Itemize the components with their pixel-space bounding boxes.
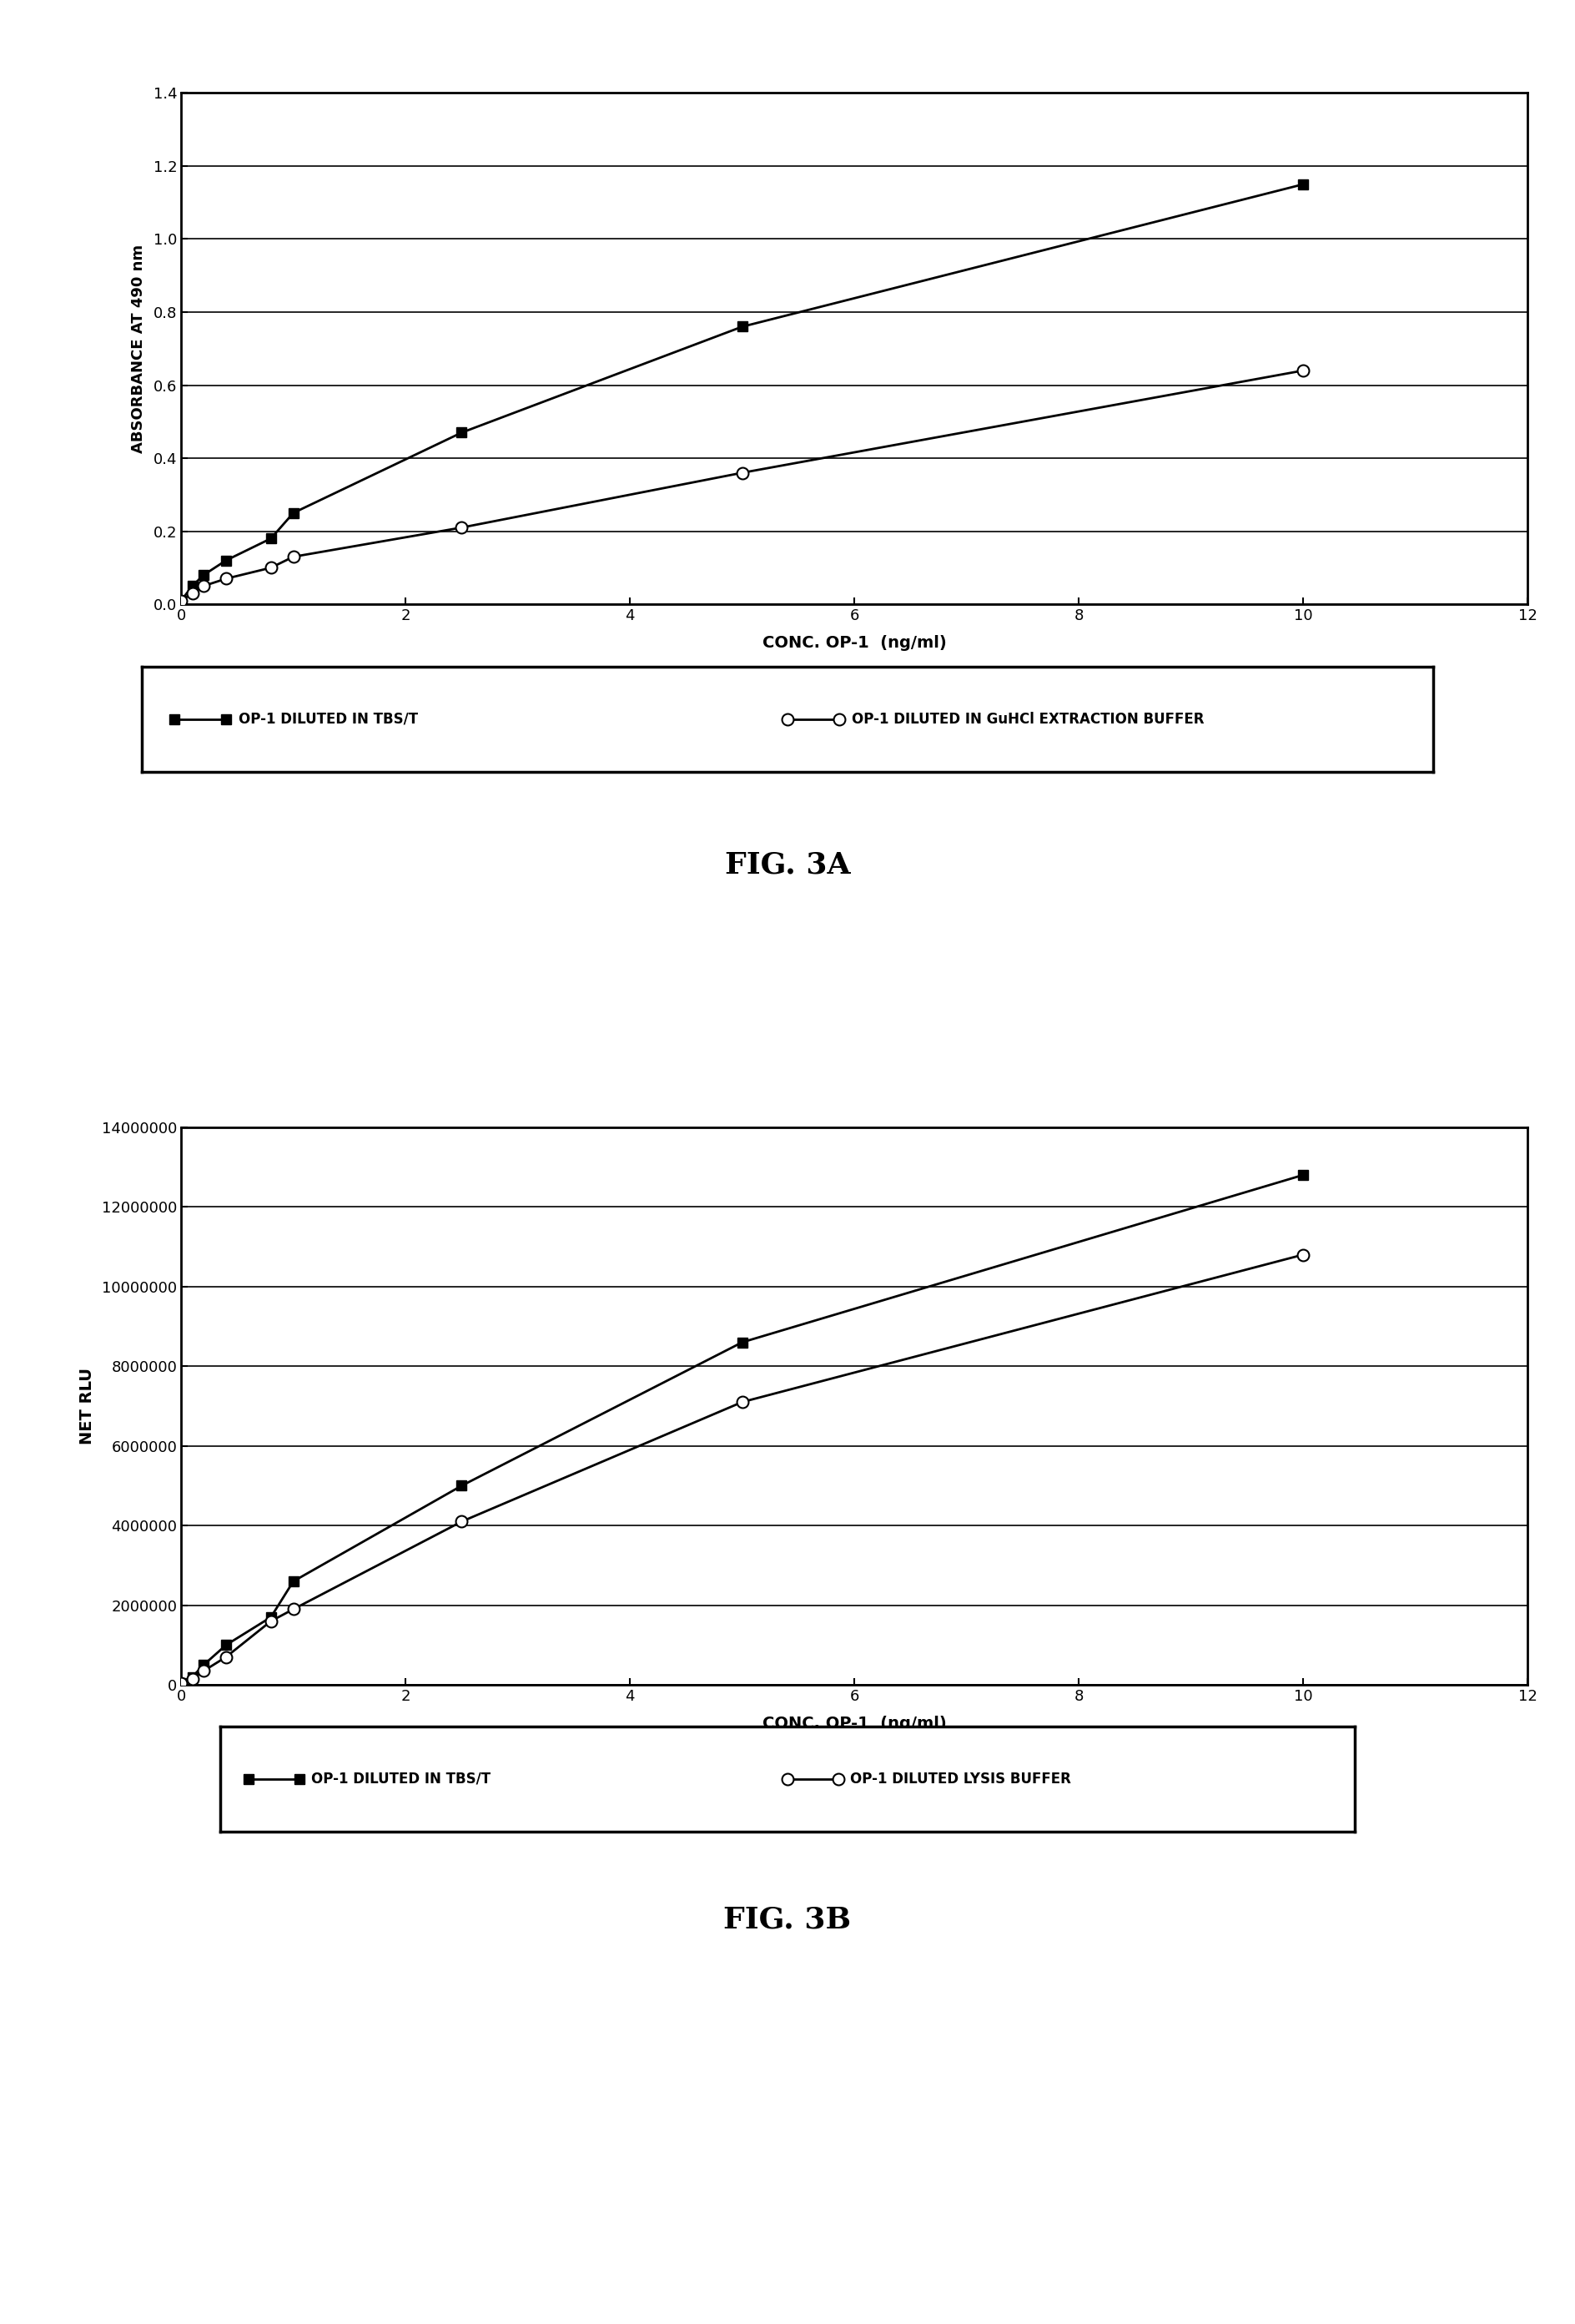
X-axis label: CONC. OP-1  (ng/ml): CONC. OP-1 (ng/ml): [762, 634, 947, 651]
Y-axis label: ABSORBANCE AT 490 nm: ABSORBANCE AT 490 nm: [131, 244, 146, 453]
Text: FIG. 3A: FIG. 3A: [724, 851, 850, 878]
Y-axis label: NET RLU: NET RLU: [79, 1367, 94, 1446]
Text: OP-1 DILUTED IN TBS/T: OP-1 DILUTED IN TBS/T: [312, 1771, 491, 1787]
X-axis label: CONC. OP-1  (ng/ml): CONC. OP-1 (ng/ml): [762, 1715, 947, 1731]
Text: OP-1 DILUTED LYSIS BUFFER: OP-1 DILUTED LYSIS BUFFER: [850, 1771, 1071, 1787]
Text: FIG. 3B: FIG. 3B: [723, 1906, 852, 1934]
Text: OP-1 DILUTED IN GuHCl EXTRACTION BUFFER: OP-1 DILUTED IN GuHCl EXTRACTION BUFFER: [852, 711, 1205, 727]
Text: OP-1 DILUTED IN TBS/T: OP-1 DILUTED IN TBS/T: [239, 711, 417, 727]
